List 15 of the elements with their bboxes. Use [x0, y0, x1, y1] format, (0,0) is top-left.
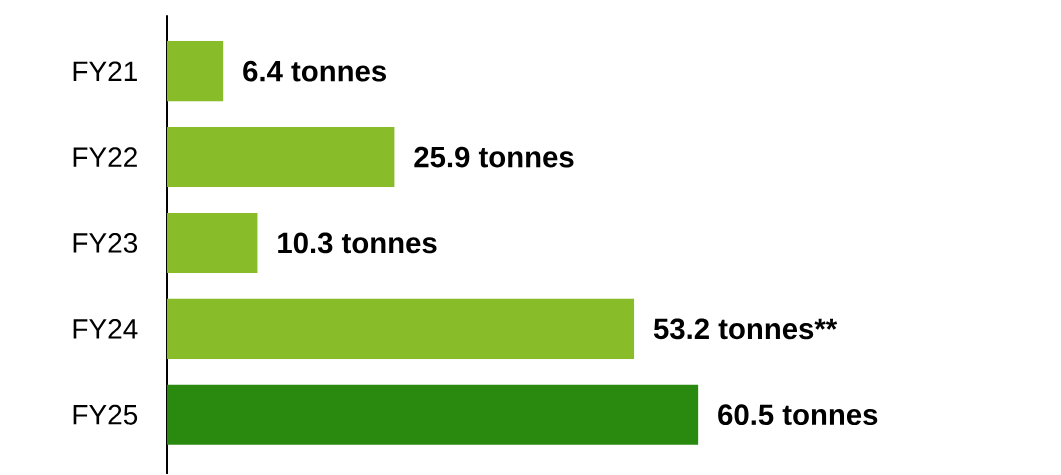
y-tick-label: FY23 [73, 233, 138, 253]
data-label: 60.5 tonnes [718, 404, 878, 426]
data-label: 10.3 tonnes [278, 232, 437, 254]
data-label: 6.4 tonnes [243, 60, 386, 82]
y-tick-label: FY22 [73, 147, 137, 167]
bar [167, 384, 699, 445]
bar [167, 126, 395, 188]
y-tick-label: FY21 [73, 61, 137, 81]
bar [167, 212, 258, 274]
bar [167, 298, 635, 359]
y-tick-label: FY24 [73, 319, 138, 339]
data-label: 25.9 tonnes [414, 146, 574, 168]
data-label: 53.2 tonnes** [653, 318, 838, 340]
y-tick-label: FY25 [73, 404, 138, 425]
bar [167, 41, 224, 102]
